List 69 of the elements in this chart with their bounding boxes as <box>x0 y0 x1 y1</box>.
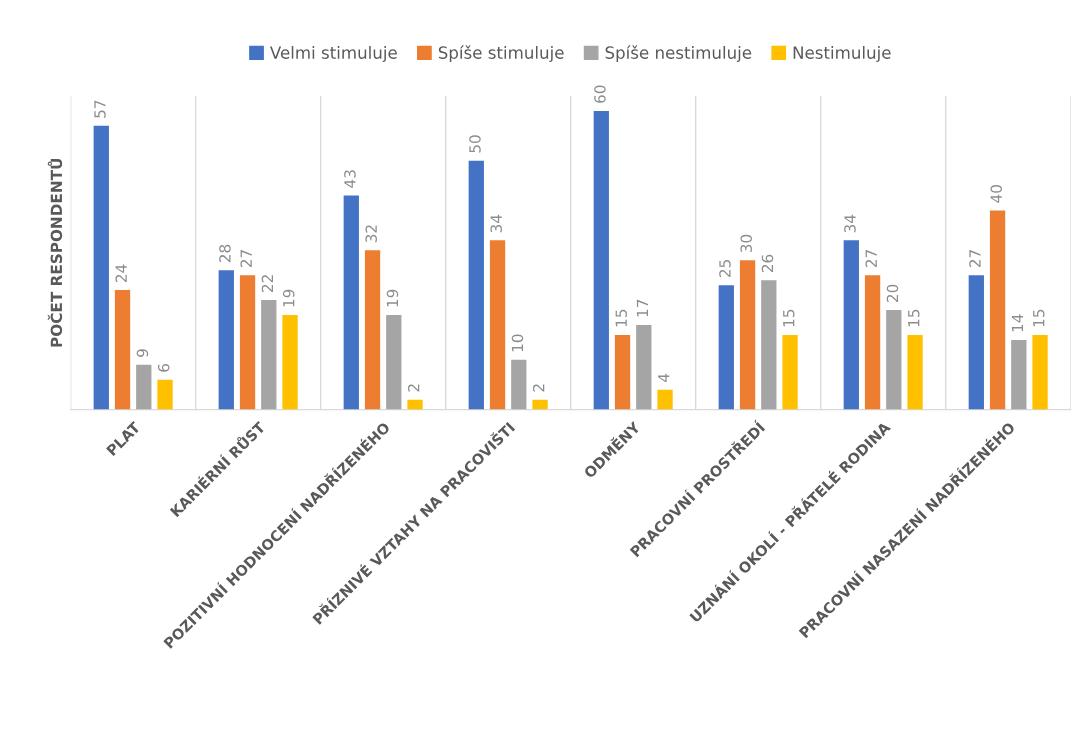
data-label: 34 <box>844 214 856 233</box>
bar <box>386 315 402 410</box>
data-label: 9 <box>136 349 149 357</box>
bar <box>1032 334 1048 410</box>
data-label: 19 <box>282 289 295 307</box>
bar <box>989 210 1006 410</box>
bar <box>843 240 859 410</box>
bar <box>407 399 423 410</box>
bar <box>468 160 484 410</box>
data-label: 4 <box>658 373 670 382</box>
legend-label: Spíše nestimuluje <box>605 45 752 63</box>
data-label: 22 <box>261 275 273 292</box>
y-axis-title: POČET RESPONDENTŮ <box>47 158 63 347</box>
bar <box>886 310 902 410</box>
data-label: 28 <box>219 244 231 263</box>
bar <box>239 275 256 410</box>
data-label: 24 <box>115 264 127 283</box>
data-label: 2 <box>407 384 420 392</box>
data-label: 34 <box>490 214 502 233</box>
data-label: 27 <box>240 250 252 268</box>
bar <box>489 240 506 410</box>
bar <box>968 275 984 410</box>
bar <box>907 334 923 410</box>
data-label: 43 <box>344 170 356 188</box>
bar <box>761 280 777 410</box>
data-label: 2 <box>532 384 545 392</box>
data-label: 15 <box>908 309 920 327</box>
bar <box>636 324 652 410</box>
bar <box>593 110 609 410</box>
data-label: 6 <box>157 364 170 372</box>
data-label: 27 <box>865 250 877 268</box>
bar <box>93 125 109 410</box>
legend-label: Spíše stimuluje <box>438 45 564 63</box>
data-label: 26 <box>761 254 774 273</box>
bar <box>114 290 131 410</box>
data-label: 10 <box>511 334 524 352</box>
data-label: 27 <box>969 250 981 268</box>
bar <box>782 334 798 410</box>
bar <box>364 250 381 410</box>
bar <box>657 389 673 410</box>
data-label: 20 <box>886 284 899 302</box>
bar <box>261 300 277 410</box>
bar <box>739 260 756 410</box>
data-label: 32 <box>365 225 377 243</box>
data-label: 15 <box>783 309 795 327</box>
data-label: 15 <box>615 309 627 327</box>
data-label: 57 <box>94 100 106 118</box>
bar <box>718 285 734 410</box>
data-label: 40 <box>990 185 1002 203</box>
data-label: 50 <box>469 135 481 153</box>
bar <box>1011 339 1027 410</box>
bar <box>532 399 548 410</box>
data-label: 60 <box>594 85 606 103</box>
data-label: 17 <box>636 299 649 317</box>
data-label: 30 <box>740 234 752 253</box>
bar <box>136 364 152 410</box>
data-label: 19 <box>386 289 399 307</box>
legend-label: Velmi stimuluje <box>269 45 397 63</box>
bar <box>282 315 298 410</box>
bar <box>511 359 527 410</box>
bar <box>218 270 234 410</box>
bar <box>614 334 631 410</box>
bar <box>343 195 359 410</box>
data-label: 15 <box>1033 309 1045 327</box>
data-label: 14 <box>1011 314 1024 332</box>
data-label: 25 <box>719 260 731 278</box>
bar <box>864 275 881 410</box>
legend-label: Nestimuluje <box>793 45 891 63</box>
bar <box>157 379 173 410</box>
